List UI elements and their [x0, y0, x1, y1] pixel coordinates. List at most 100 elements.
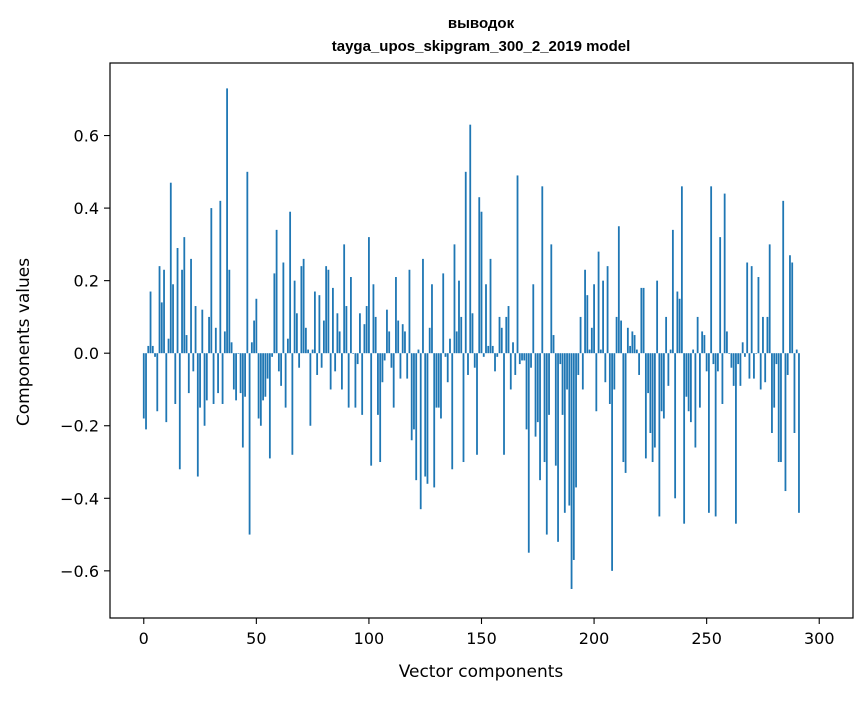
bar-277 [766, 316, 769, 354]
y-tick-label: −0.4 [60, 489, 99, 508]
bar-171 [527, 353, 530, 553]
bar-209 [613, 353, 616, 390]
bar-25 [199, 353, 201, 408]
chart-title: выводок [448, 15, 515, 32]
bar-31 [212, 353, 215, 404]
bar-206 [606, 266, 609, 354]
bar-147 [473, 353, 476, 368]
bar-97 [361, 353, 364, 415]
x-tick-label: 100 [354, 629, 385, 648]
bar-33 [217, 353, 219, 394]
bar-130 [435, 353, 438, 408]
bar-207 [608, 353, 611, 404]
bar-27 [203, 353, 206, 426]
bar-234 [669, 349, 672, 354]
bar-50 [255, 298, 258, 354]
bar-248 [701, 331, 704, 354]
bar-270 [750, 266, 753, 354]
bar-48 [250, 342, 253, 354]
bar-214 [624, 353, 627, 473]
bar-127 [428, 327, 431, 354]
bar-152 [485, 284, 487, 354]
bar-199 [590, 327, 593, 354]
bar-112 [395, 277, 397, 354]
bar-116 [404, 331, 406, 354]
bar-158 [498, 316, 501, 354]
bar-170 [525, 353, 528, 430]
x-tick-label: 50 [246, 629, 266, 648]
bar-69 [298, 353, 301, 368]
bar-104 [377, 353, 379, 415]
bar-285 [784, 353, 787, 492]
bar-113 [397, 320, 400, 354]
bar-52 [259, 353, 262, 426]
bar-146 [471, 313, 474, 354]
bar-17 [181, 269, 183, 354]
bar-245 [694, 353, 697, 448]
bar-205 [604, 353, 607, 383]
bar-0 [142, 353, 145, 419]
bar-95 [356, 353, 359, 365]
x-axis-ticks: 0 50 100 150 200 250 300 [139, 618, 835, 648]
bar-243 [689, 353, 692, 423]
bar-24 [196, 353, 199, 477]
bar-255 [717, 353, 719, 372]
bar-191 [572, 353, 575, 560]
bar-226 [651, 353, 654, 463]
bar-222 [642, 287, 645, 354]
bar-88 [341, 353, 343, 390]
bar-123 [419, 353, 422, 510]
bar-81 [325, 266, 328, 354]
chart-subtitle: tayga_upos_skipgram_300_2_2019 model [332, 38, 631, 55]
bar-263 [735, 353, 737, 524]
bar-46 [246, 171, 249, 354]
bar-155 [491, 345, 494, 354]
y-tick-label: 0.2 [74, 272, 99, 291]
bar-28 [205, 353, 208, 401]
bar-102 [372, 284, 375, 354]
bar-75 [311, 349, 314, 354]
bar-163 [509, 353, 512, 390]
bar-72 [304, 327, 307, 354]
y-axis-ticks: −0.6 −0.4 −0.2 0.0 0.2 0.4 0.6 [60, 127, 110, 581]
bar-87 [338, 331, 341, 354]
bar-76 [313, 291, 316, 354]
bar-280 [773, 353, 776, 408]
bar-282 [777, 353, 780, 463]
bar-8 [160, 302, 163, 354]
bar-288 [791, 262, 794, 354]
bar-62 [282, 262, 285, 354]
bar-229 [658, 353, 661, 517]
bar-12 [169, 182, 172, 354]
bar-16 [178, 353, 181, 470]
bar-63 [284, 353, 287, 408]
bar-174 [534, 353, 537, 437]
bar-212 [620, 320, 622, 354]
bar-233 [667, 353, 670, 386]
bar-265 [739, 353, 742, 386]
bar-291 [798, 353, 800, 513]
bar-94 [354, 353, 357, 408]
bar-55 [266, 353, 269, 379]
bar-203 [599, 349, 602, 354]
bar-153 [487, 345, 490, 354]
x-tick-label: 150 [466, 629, 497, 648]
y-tick-label: −0.6 [60, 562, 99, 581]
bar-154 [489, 258, 492, 354]
bar-272 [755, 353, 758, 354]
bar-37 [226, 88, 228, 354]
bar-90 [345, 306, 348, 354]
bar-124 [422, 258, 424, 354]
bar-115 [401, 324, 404, 354]
bar-29 [208, 316, 210, 354]
bar-6 [156, 353, 159, 412]
bar-160 [503, 353, 505, 455]
bar-77 [316, 353, 319, 375]
bar-187 [563, 353, 566, 513]
bar-258 [723, 193, 726, 354]
bar-84 [332, 287, 334, 354]
bar-289 [793, 353, 796, 433]
bar-120 [413, 353, 415, 430]
